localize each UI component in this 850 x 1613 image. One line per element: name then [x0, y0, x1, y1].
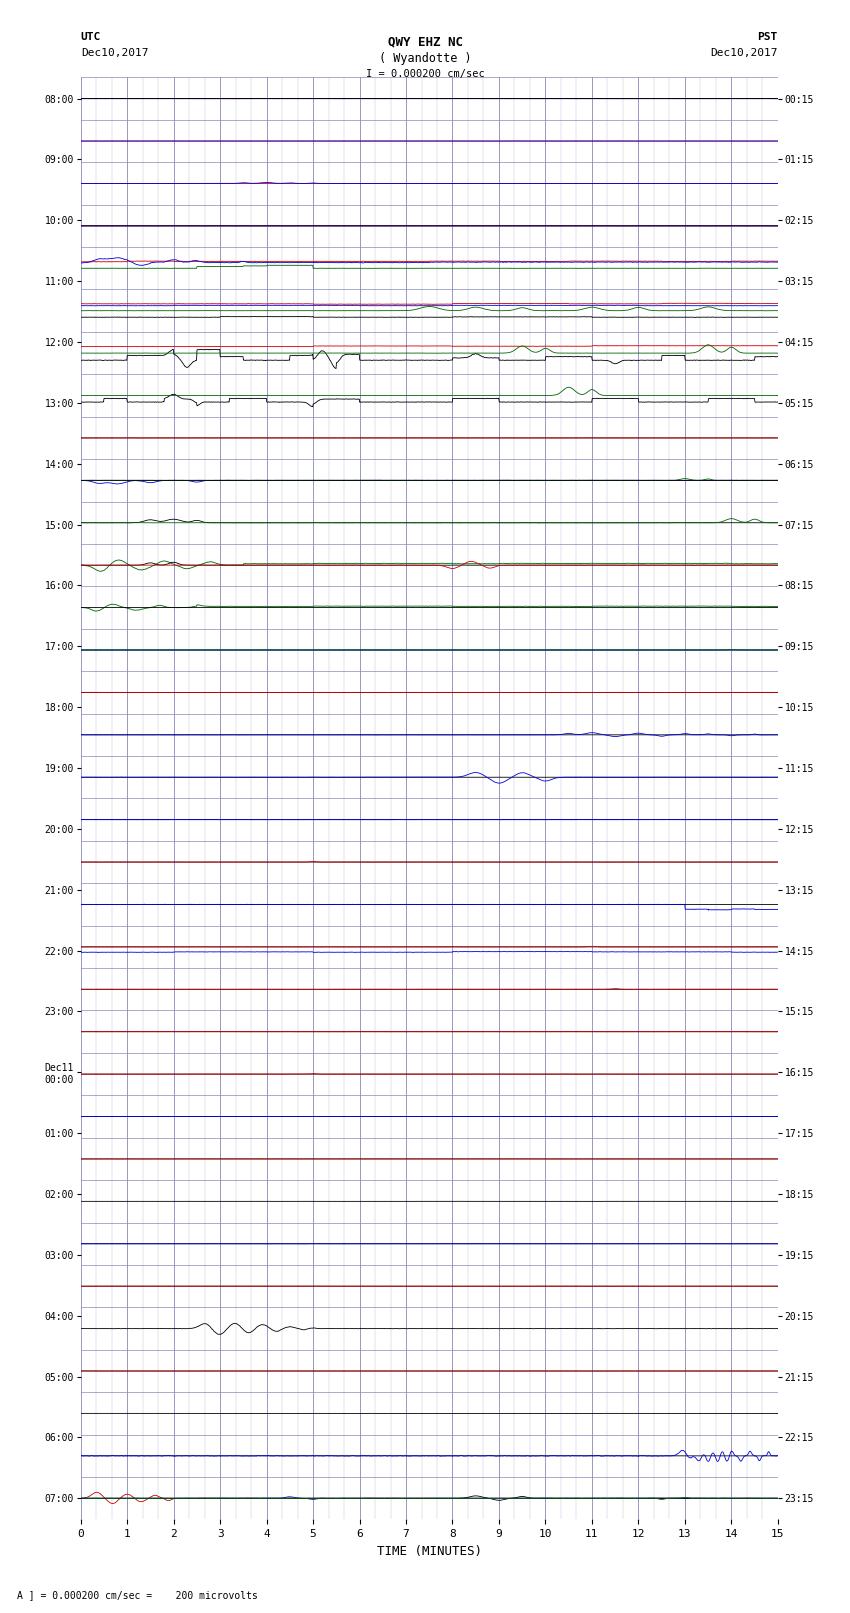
Text: Dec10,2017: Dec10,2017	[711, 48, 778, 58]
Text: UTC: UTC	[81, 32, 101, 42]
Text: PST: PST	[757, 32, 778, 42]
Text: ( Wyandotte ): ( Wyandotte )	[379, 52, 471, 65]
Text: I = 0.000200 cm/sec: I = 0.000200 cm/sec	[366, 69, 484, 79]
Text: A ] = 0.000200 cm/sec =    200 microvolts: A ] = 0.000200 cm/sec = 200 microvolts	[17, 1590, 258, 1600]
X-axis label: TIME (MINUTES): TIME (MINUTES)	[377, 1545, 482, 1558]
Text: QWY EHZ NC: QWY EHZ NC	[388, 35, 462, 48]
Text: Dec10,2017: Dec10,2017	[81, 48, 148, 58]
